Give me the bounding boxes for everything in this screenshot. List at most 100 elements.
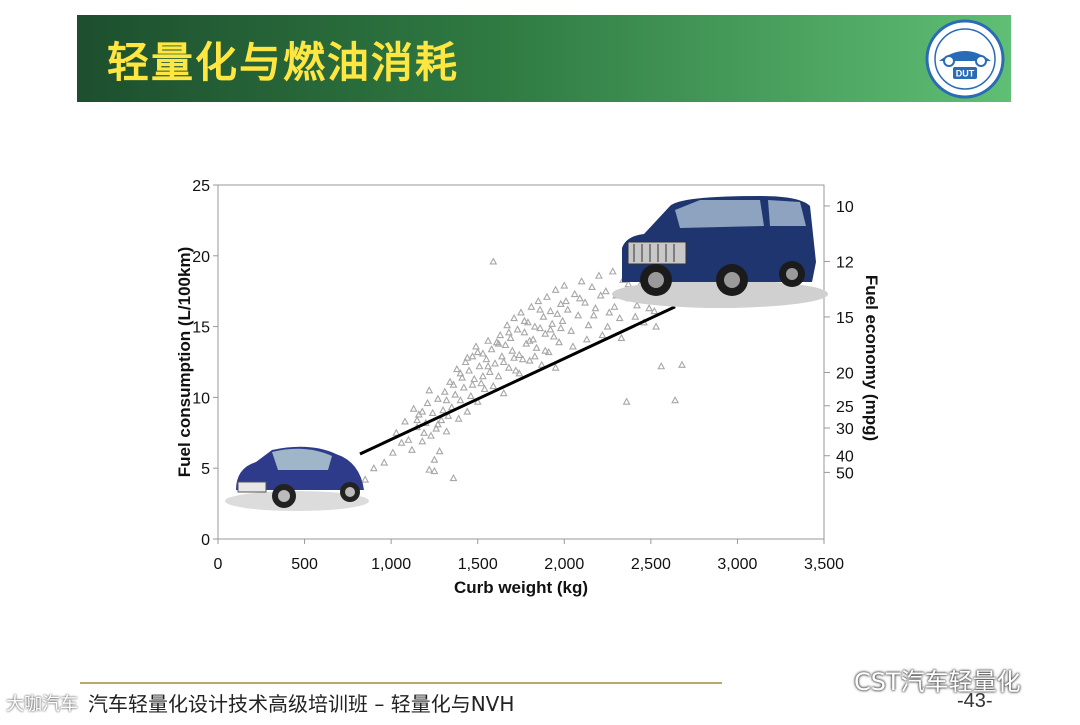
data-point — [645, 304, 654, 312]
data-point — [657, 362, 666, 370]
data-point — [504, 328, 513, 336]
data-point — [506, 333, 515, 341]
data-point — [562, 296, 570, 305]
data-point — [468, 380, 477, 388]
data-point — [513, 325, 522, 333]
data-point — [480, 384, 489, 392]
data-point — [420, 428, 428, 436]
y2-tick-label: 10 — [836, 199, 854, 216]
data-point — [608, 267, 617, 275]
data-point — [541, 346, 550, 354]
trend-line — [359, 305, 676, 456]
data-point — [404, 435, 413, 443]
y-axis-label: Fuel consumption (L/100km) — [175, 247, 194, 477]
data-point — [433, 394, 442, 402]
data-point — [530, 352, 539, 360]
y2-tick-label: 40 — [836, 449, 854, 466]
page-title: 轻量化与燃油消耗 — [107, 38, 460, 87]
data-point — [510, 353, 519, 361]
y-tick-label: 15 — [192, 320, 210, 337]
data-point — [369, 464, 378, 472]
data-point — [567, 326, 576, 334]
data-point — [527, 302, 536, 310]
data-point — [449, 380, 458, 388]
data-point — [517, 308, 525, 316]
data-point — [556, 323, 565, 332]
wechat-label: CST汽车轻量化 — [854, 668, 1021, 696]
data-point — [487, 345, 496, 353]
x-tick-label: 3,000 — [717, 556, 757, 573]
y-tick-label: 10 — [192, 390, 210, 407]
y-tick-label: 25 — [192, 178, 210, 195]
data-point — [530, 322, 539, 330]
title-banner: 轻量化与燃油消耗 DUT — [77, 15, 1011, 102]
x-tick-label: 0 — [214, 556, 223, 573]
data-point — [468, 352, 477, 360]
fuel-chart: 0 500 1,000 1,500 2,000 2,500 3,000 3,500 0 5 10 1… — [160, 170, 920, 610]
data-point — [534, 296, 543, 305]
data-point — [442, 427, 451, 435]
data-point — [536, 323, 544, 332]
fuel-chart-svg: 0 500 1,000 1,500 2,000 2,500 3,000 3,500 05101… — [175, 178, 881, 597]
data-point — [456, 369, 465, 377]
data-point — [484, 362, 493, 370]
data-point — [588, 282, 596, 291]
x-tick-label: 500 — [291, 556, 318, 573]
data-point — [413, 415, 422, 424]
data-point — [489, 381, 498, 390]
y2-tick-label: 50 — [836, 465, 854, 482]
data-point — [428, 408, 437, 417]
data-point — [520, 328, 529, 336]
data-point — [442, 396, 451, 404]
data-point — [520, 316, 529, 324]
data-point — [546, 306, 555, 315]
y2-tick-label: 12 — [836, 254, 854, 271]
y2-tick-label: 30 — [836, 421, 854, 438]
data-point — [508, 346, 517, 354]
data-point — [515, 350, 524, 358]
data-point — [569, 342, 577, 350]
data-point — [458, 373, 467, 381]
data-point — [380, 458, 389, 466]
data-point — [581, 298, 589, 306]
data-point — [563, 305, 572, 313]
data-point — [610, 302, 619, 310]
data-point — [605, 308, 614, 316]
data-point — [548, 319, 557, 327]
data-point — [498, 352, 506, 360]
y-axis: 0 5 10 15 20 25 — [192, 178, 218, 549]
data-point — [543, 292, 551, 300]
footer-divider — [80, 682, 722, 684]
data-point — [484, 336, 493, 344]
data-point — [551, 285, 560, 293]
data-point — [536, 305, 544, 313]
data-point — [499, 357, 508, 366]
data-point — [551, 363, 560, 371]
data-point — [499, 389, 508, 397]
data-point — [472, 342, 480, 350]
data-point — [582, 335, 591, 343]
data-point — [558, 316, 567, 324]
data-point — [454, 414, 463, 422]
data-point — [446, 377, 454, 385]
wechat-icon — [821, 672, 848, 693]
data-point — [577, 277, 586, 285]
data-point — [671, 396, 680, 404]
data-point — [518, 355, 527, 363]
data-point — [427, 431, 435, 439]
data-point — [589, 311, 598, 319]
footer-course-title: 汽车轻量化设计技术高级培训班 – 轻量化与NVH — [88, 692, 515, 716]
corner-watermark: 大咖汽车 — [6, 694, 78, 715]
page-number: -43- — [957, 690, 993, 712]
data-point — [496, 330, 505, 339]
data-point — [456, 396, 465, 404]
data-point — [529, 335, 538, 343]
data-point — [425, 465, 434, 473]
data-point — [560, 281, 569, 289]
data-point — [617, 333, 626, 341]
wechat-watermark: CST汽车轻量化 — [820, 662, 1021, 697]
data-point — [440, 387, 449, 395]
data-point — [478, 372, 487, 380]
data-point — [591, 304, 600, 312]
